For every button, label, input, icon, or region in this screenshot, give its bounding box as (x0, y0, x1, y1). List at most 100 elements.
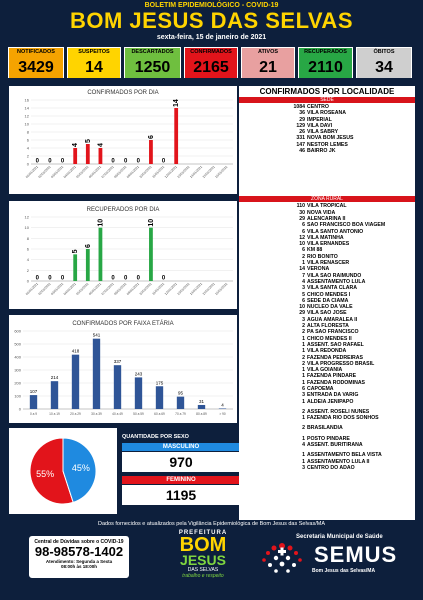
y-tick-label: 0 (19, 407, 22, 412)
location-count: 36 (299, 110, 305, 117)
location-count: 6 (302, 385, 305, 392)
chart-title: CONFIRMADOS POR FAIXA ETÁRIA (72, 321, 174, 327)
data-label: 0 (124, 159, 128, 165)
data-label: 10 (97, 219, 104, 227)
list-item: 1 CHICO MENDES II (239, 336, 415, 342)
y-tick-label: 4 (27, 146, 30, 151)
stat-value: 2110 (299, 57, 352, 78)
hotline-number[interactable]: 98-98578-1402 (34, 544, 124, 559)
location-count: 2 (302, 354, 305, 361)
bulletin-kicker: BOLETIM EPIDEMIOLÓGICO - COVID-19 (144, 2, 279, 9)
list-item: 29 ALENCARINA II (239, 216, 415, 222)
location-count: 1 (302, 398, 305, 405)
x-tick-label: 10/01/2021 (139, 282, 153, 296)
male-label: MASCULINO (122, 443, 240, 451)
location-count: 1 (302, 435, 305, 442)
location-name: ENTRADA DA VARIG (307, 392, 359, 399)
y-tick-label: 300 (14, 368, 21, 373)
location-count: 26 (299, 129, 305, 136)
spacer (239, 154, 415, 196)
location-name: VILA ROSEANA (307, 110, 347, 117)
location-count: 1 (302, 367, 305, 374)
location-count: 3 (302, 285, 305, 292)
list-item: 2 ASSENT. ROSELI NUNES (239, 409, 415, 415)
stat-label: NOTIFICADOS (9, 48, 63, 57)
bar (174, 108, 179, 164)
location-name: VILA SÃO RAIMUNDO (307, 272, 362, 279)
location-name: VILA REDONDA (307, 348, 347, 355)
data-label: 0 (61, 159, 65, 165)
data-label: 0 (124, 276, 128, 282)
location-count: 6 (302, 222, 305, 229)
location-name: CHICO MENDES I (307, 291, 351, 298)
location-count: 29 (299, 215, 305, 222)
y-tick-label: 100 (14, 394, 21, 399)
location-name: CHICO MENDES II (307, 335, 352, 342)
location-name: VILA PROGRESSO BRASIL (307, 360, 375, 367)
stat-suspeitos: SUSPEITOS 14 (67, 47, 121, 78)
list-item: 1084 CENTRO (239, 104, 415, 110)
location-name: FAZENDA PINDARÉ (307, 373, 357, 380)
location-count: 1 (302, 260, 305, 267)
list-item: 3 AGUA AMARALEA II (239, 317, 415, 323)
location-count: 6 (302, 297, 305, 304)
location-count: 3 (302, 464, 305, 471)
list-item: 6 KM 88 (239, 247, 415, 253)
location-count: 331 (296, 135, 305, 142)
location-name: ALTA FLORESTA (307, 323, 349, 330)
location-count: 10 (299, 304, 305, 311)
confirmed-per-day-chart: CONFIRMADOS POR DIA 0 2 4 6 8 10 12 14 16 0 01/01/… (9, 86, 237, 194)
list-item: 5 CHICO MENDES I (239, 292, 415, 298)
list-item: 110 VILA TROPICAL (239, 203, 415, 209)
location-count: 1 (302, 379, 305, 386)
stat-label: ÓBITOS (357, 48, 411, 57)
semus-name: SEMUS (314, 542, 398, 567)
logo-pref-bom: BOM (179, 534, 227, 556)
location-count: 7 (302, 272, 305, 279)
x-tick-label: 20 a 29 (70, 412, 81, 416)
data-label: 337 (114, 359, 122, 364)
x-tick-label: 30 a 39 (91, 412, 102, 416)
list-item: 46 BAIRRO JK (239, 148, 415, 154)
list-item: 6 SEDE DA CIAMA (239, 298, 415, 304)
y-tick-label: 4 (27, 257, 30, 262)
stat-value: 34 (357, 57, 411, 78)
location-name: NOVA BOM JESUS (307, 135, 354, 142)
y-tick-label: 6 (27, 247, 30, 252)
bar (98, 148, 103, 164)
location-name: VILA RENASCER (307, 260, 350, 267)
list-item: 6 CAPOEMA (239, 386, 415, 392)
data-label: 0 (111, 276, 115, 282)
y-tick-label: 10 (25, 122, 30, 127)
list-item: 1 ASSENTAMENTO LULA II (239, 459, 415, 465)
location-name: SEDE DA CIAMA (307, 297, 349, 304)
stat-label: DESCARTADOS (125, 48, 180, 57)
location-name: ALENCARINA II (307, 215, 346, 222)
bar (149, 227, 153, 281)
list-item: 3 VILA SANTA CLARA (239, 285, 415, 291)
data-label: 14 (173, 99, 180, 107)
location-name: FAZENDA PEDREIRAS (307, 354, 364, 361)
locations-title: CONFIRMADOS POR LOCALIDADE (259, 87, 395, 96)
data-label: 95 (178, 391, 184, 396)
location-name: VERONA (307, 266, 330, 273)
y-tick-label: 500 (14, 342, 21, 347)
location-count: 2 (302, 323, 305, 330)
location-name: POSTO PINDARÉ (307, 435, 350, 442)
location-name: VILA ERNANDES (307, 241, 350, 248)
data-label: 4 (221, 402, 224, 407)
list-item: 10 NUCLEO DA VALE (239, 304, 415, 310)
location-count: 1 (302, 341, 305, 348)
stat-ativos: ATIVOS 21 (241, 47, 295, 78)
location-name: VILA TROPICAL (307, 203, 347, 210)
x-tick-label: > 90 (219, 412, 226, 416)
stat-óbitos: ÓBITOS 34 (356, 47, 412, 78)
hotline-hours: 08:00h às 18:00h (60, 564, 98, 569)
confirmed-chart-svg: 0246810121416001/01/2021002/01/2021003/0… (25, 98, 233, 179)
data-label: 6 (148, 135, 155, 139)
y-tick-label: 6 (27, 138, 30, 143)
location-count: 12 (299, 234, 305, 241)
list-item: 3 CENTRO DO ADÃO (239, 465, 415, 471)
sede-header: SEDE (239, 97, 415, 103)
stat-value: 21 (242, 57, 294, 78)
